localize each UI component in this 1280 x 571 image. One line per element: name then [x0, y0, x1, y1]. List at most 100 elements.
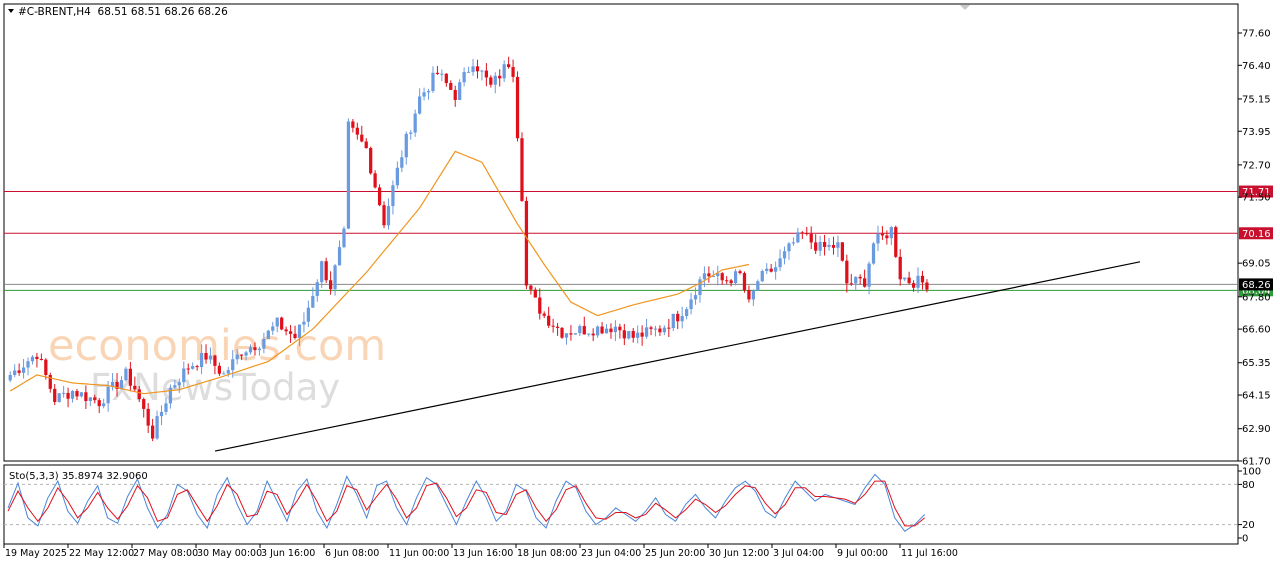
candle-bear: [742, 273, 747, 291]
candle-bear: [849, 283, 853, 285]
candle-bull: [248, 347, 253, 353]
candle-bull: [257, 348, 262, 351]
collapse-triangle-icon[interactable]: [8, 9, 14, 13]
candle-bear: [217, 365, 221, 374]
candle-bear: [93, 397, 97, 401]
candle-bear: [707, 273, 711, 277]
candle-bear: [520, 138, 524, 201]
candle-bear: [618, 326, 622, 331]
level-badge-label: 68.04: [1242, 286, 1271, 297]
candle-bull: [110, 381, 115, 387]
candle-bear: [97, 400, 101, 407]
candle-bull: [155, 416, 159, 439]
level-badge: [1239, 185, 1273, 198]
candle-bear: [898, 256, 902, 280]
candle-bull: [889, 227, 893, 239]
candle-bull: [13, 370, 17, 375]
candle-bull: [413, 113, 417, 133]
candle-bear: [133, 385, 137, 390]
moving-average-line: [9, 150, 750, 395]
candle-bull: [320, 261, 324, 283]
level-badge-label: 70.16: [1242, 229, 1271, 240]
candle-bull: [751, 290, 755, 300]
candle-bear: [280, 317, 284, 330]
candle-bear: [729, 280, 733, 284]
candle-bear: [484, 70, 488, 78]
candle-bull: [480, 70, 484, 72]
candle-bear: [622, 330, 626, 339]
candle-bear: [858, 276, 862, 279]
candle-bear: [863, 278, 867, 287]
candle-bull: [778, 258, 782, 268]
candle-bear: [369, 148, 373, 174]
candle-bull: [164, 403, 168, 412]
candle-bull: [458, 82, 462, 100]
time-tick-label: 30 May 00:00: [197, 548, 262, 559]
candle-bull: [191, 366, 195, 369]
candle-bull: [395, 167, 399, 186]
candle-bull: [836, 242, 840, 248]
candle-bear: [907, 277, 911, 284]
candle-bear: [449, 82, 453, 90]
candle-bull: [493, 75, 497, 85]
candle-bear: [676, 313, 680, 322]
candle-bear: [351, 121, 355, 128]
candle-bear: [186, 368, 190, 370]
candle-bull: [613, 326, 618, 333]
candle-bear: [288, 331, 293, 334]
candle-bull: [244, 352, 248, 356]
candle-bear: [511, 67, 515, 77]
candle-bull: [70, 391, 75, 399]
candle-bull: [680, 316, 684, 322]
candle-bear: [475, 66, 480, 72]
candle-bull: [698, 279, 702, 296]
scroll-marker-icon[interactable]: [960, 5, 970, 10]
candle-bear: [533, 289, 537, 298]
candle-bull: [462, 72, 466, 83]
candle-bull: [466, 71, 471, 73]
candle-bull: [386, 206, 391, 226]
candle-bear: [542, 313, 546, 316]
candle-bear: [547, 315, 551, 326]
candle-bull: [306, 307, 310, 322]
stochastic-tick-label: 0: [1242, 534, 1248, 545]
candle-bull: [671, 313, 675, 329]
candle-bull: [275, 317, 279, 327]
candle-bear: [560, 327, 564, 338]
candle-bull: [173, 385, 177, 388]
candle-bull: [627, 331, 631, 339]
candle-bull: [760, 270, 764, 282]
candle-bull: [271, 326, 275, 331]
main-panel-frame: [3, 3, 1239, 462]
candle-bull: [409, 132, 413, 134]
candle-bear: [524, 200, 529, 286]
candle-bear: [885, 235, 889, 239]
candle-bear: [747, 290, 751, 300]
price-tick-label: 71.50: [1242, 193, 1271, 204]
current-price-badge: [1239, 278, 1273, 291]
candle-bull: [62, 392, 66, 394]
trendline: [214, 261, 1141, 452]
candle-bull: [791, 242, 796, 244]
time-tick-label: 18 Jun 08:00: [517, 548, 577, 559]
candle-bull: [604, 328, 609, 334]
candle-bear: [725, 280, 729, 282]
candle-bull: [124, 368, 128, 381]
candle-bull: [876, 233, 880, 244]
time-tick-label: 13 Jun 16:00: [453, 548, 513, 559]
candle-bear: [360, 134, 364, 142]
candle-bull: [168, 387, 173, 404]
price-tick-label: 66.60: [1242, 325, 1271, 336]
candle-bear: [667, 327, 671, 329]
candle-bear: [84, 392, 88, 401]
price-tick-label: 67.80: [1242, 292, 1271, 303]
candle-bull: [685, 309, 689, 317]
candle-bear: [382, 205, 386, 226]
candle-bear: [355, 127, 359, 135]
time-tick-label: 11 Jun 00:00: [389, 548, 449, 559]
time-tick-label: 30 Jun 12:00: [709, 548, 769, 559]
price-tick-label: 62.90: [1242, 424, 1271, 435]
